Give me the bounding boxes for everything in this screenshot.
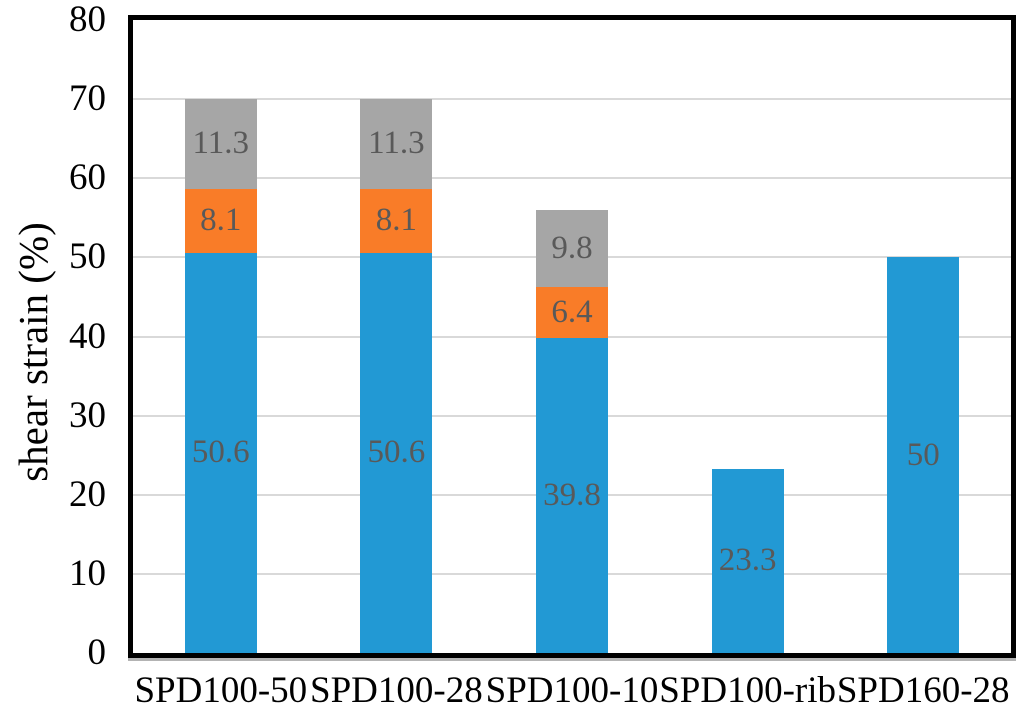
- y-tick-label: 80: [69, 0, 106, 40]
- bar-data-label: 11.3: [192, 125, 250, 162]
- x-category-label: SPD160-28: [836, 670, 1010, 711]
- bar-data-label: 11.3: [368, 125, 425, 162]
- bar-data-label: 8.1: [375, 202, 418, 239]
- x-category-label: SPD100-10: [485, 670, 659, 711]
- plot-area: 50.6 8.1 11.3 50.6 8.1 11.3 39.8 6.4 9.8 23.3 50: [128, 15, 1016, 661]
- bar-segment-gray-segment: 9.8: [536, 209, 608, 288]
- x-category-label: SPD100-rib: [659, 670, 836, 711]
- y-tick-label: 40: [69, 315, 106, 357]
- y-tick-label: 20: [69, 473, 106, 515]
- bar-segment-gray-segment: 11.3: [360, 99, 433, 189]
- bar-data-label: 50.6: [191, 434, 250, 471]
- gridline: [133, 98, 1011, 101]
- bar-segment-blue-segment: 23.3: [711, 468, 784, 653]
- bar-data-label: 23.3: [718, 542, 777, 579]
- bar-segment-blue-segment: 50: [887, 257, 960, 653]
- y-tick-label: 60: [69, 157, 106, 199]
- bar-segment-blue-segment: 50.6: [360, 252, 433, 653]
- bar-data-label: 8.1: [200, 202, 242, 239]
- bar-data-label: 6.4: [551, 294, 593, 331]
- bar-segment-gray-segment: 11.3: [184, 99, 257, 189]
- bar-segment-blue-segment: 39.8: [536, 338, 608, 653]
- bar-data-label: 9.8: [551, 230, 593, 267]
- bar-segment-orange-segment: 8.1: [184, 188, 257, 253]
- y-tick-label: 50: [69, 236, 106, 278]
- bar-data-label: 50.6: [367, 434, 426, 471]
- x-category-label: SPD100-28: [310, 670, 483, 711]
- gridline: [133, 177, 1011, 180]
- bar-data-label: 39.8: [543, 477, 601, 514]
- bar-segment-orange-segment: 8.1: [360, 188, 433, 253]
- y-tick-label: 30: [69, 394, 106, 436]
- bar-segment-blue-segment: 50.6: [184, 252, 257, 653]
- x-category-label: SPD100-50: [134, 670, 308, 711]
- bar-segment-orange-segment: 6.4: [536, 287, 608, 339]
- y-tick-label: 0: [87, 632, 107, 673]
- bar-data-label: 50: [906, 436, 940, 473]
- y-tick-label: 70: [69, 78, 106, 120]
- y-tick-label: 10: [69, 552, 106, 594]
